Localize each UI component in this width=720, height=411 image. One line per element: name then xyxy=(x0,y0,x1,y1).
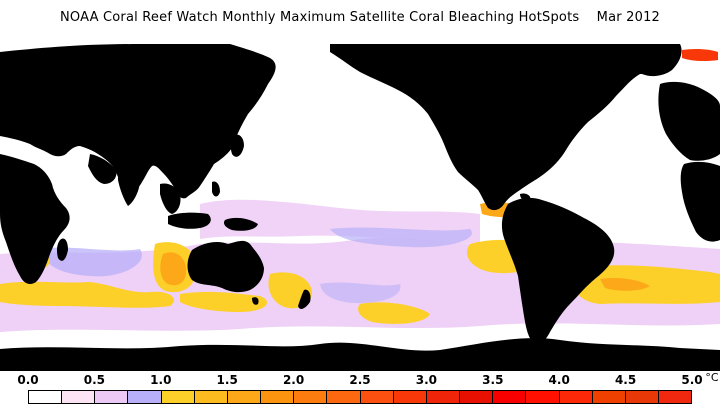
land-madagascar xyxy=(56,238,68,261)
land-europe-east xyxy=(658,81,720,161)
legend-swatch xyxy=(161,391,195,403)
legend-swatch xyxy=(294,391,328,403)
legend-unit: °C xyxy=(705,371,719,384)
hotspot-red-north-atlantic xyxy=(682,48,718,62)
hotspot-yellow-south-indian xyxy=(0,281,174,308)
hotspot-orange-west-australia xyxy=(160,252,187,286)
legend-tick-label: 4.5 xyxy=(614,373,637,387)
hotspot-purple-south-pacific xyxy=(320,282,401,304)
legend-swatch xyxy=(526,391,560,403)
hotspot-orange-south-atlantic xyxy=(600,277,650,291)
land-new-zealand xyxy=(298,289,311,309)
legend-tick-label: 3.0 xyxy=(415,373,438,387)
legend-swatch xyxy=(360,391,394,403)
legend-tick-label: 3.5 xyxy=(482,373,504,387)
legend-swatch xyxy=(493,391,527,403)
legend-tick-label: 5.0 xyxy=(681,373,703,387)
legend-swatch xyxy=(261,391,295,403)
legend-swatch xyxy=(29,391,63,403)
legend-tick-labels: 0.0 0.5 1.0 1.5 2.0 2.5 3.0 3.5 4.0 4.5 5.0 °C xyxy=(0,371,720,391)
legend-tick-label: 1.0 xyxy=(150,373,172,387)
land-eurasia xyxy=(0,44,276,199)
land-south-america xyxy=(501,197,615,345)
legend-swatch xyxy=(559,391,593,403)
land-africa xyxy=(0,154,70,284)
legend-swatch xyxy=(625,391,659,403)
land-west-africa-edge xyxy=(680,161,720,242)
land-india xyxy=(118,169,140,206)
land-north-america xyxy=(330,44,664,211)
legend-tick-label: 2.5 xyxy=(349,373,371,387)
legend-tick-label: 0.0 xyxy=(17,373,39,387)
hotspot-map xyxy=(0,44,720,371)
legend-tick-label: 4.0 xyxy=(548,373,570,387)
land-new-guinea xyxy=(223,217,258,231)
land-southeast-asia xyxy=(160,183,181,214)
color-legend xyxy=(28,390,692,404)
legend-swatch xyxy=(62,391,96,403)
legend-swatch xyxy=(227,391,262,403)
land-greenland xyxy=(600,44,682,77)
legend-swatch xyxy=(327,391,361,403)
land-japan xyxy=(230,134,244,157)
land-australia xyxy=(187,240,264,293)
legend-swatch xyxy=(194,391,228,403)
legend-tick-label: 0.5 xyxy=(83,373,106,387)
hotspot-yellow-south-australia xyxy=(180,291,268,312)
map-title: NOAA Coral Reef Watch Monthly Maximum Sa… xyxy=(59,10,661,25)
legend-swatch xyxy=(128,391,162,403)
legend-swatch xyxy=(426,391,461,403)
legend-swatch xyxy=(460,391,494,403)
legend-swatch xyxy=(658,391,692,403)
land-masses xyxy=(0,44,720,371)
legend-swatch xyxy=(95,391,129,403)
legend-swatch xyxy=(592,391,626,403)
hotspot-purple-pacific xyxy=(330,227,472,248)
land-antarctica xyxy=(0,338,720,371)
legend-tick-label: 2.0 xyxy=(282,373,305,387)
land-sumatra-borneo xyxy=(168,212,211,229)
hotspot-yellow-south-pacific xyxy=(358,302,430,324)
land-tasmania xyxy=(252,297,259,305)
land-philippines xyxy=(212,181,220,197)
legend-tick-label: 1.5 xyxy=(216,373,238,387)
land-arabia xyxy=(88,154,117,184)
legend-swatch xyxy=(393,391,427,403)
